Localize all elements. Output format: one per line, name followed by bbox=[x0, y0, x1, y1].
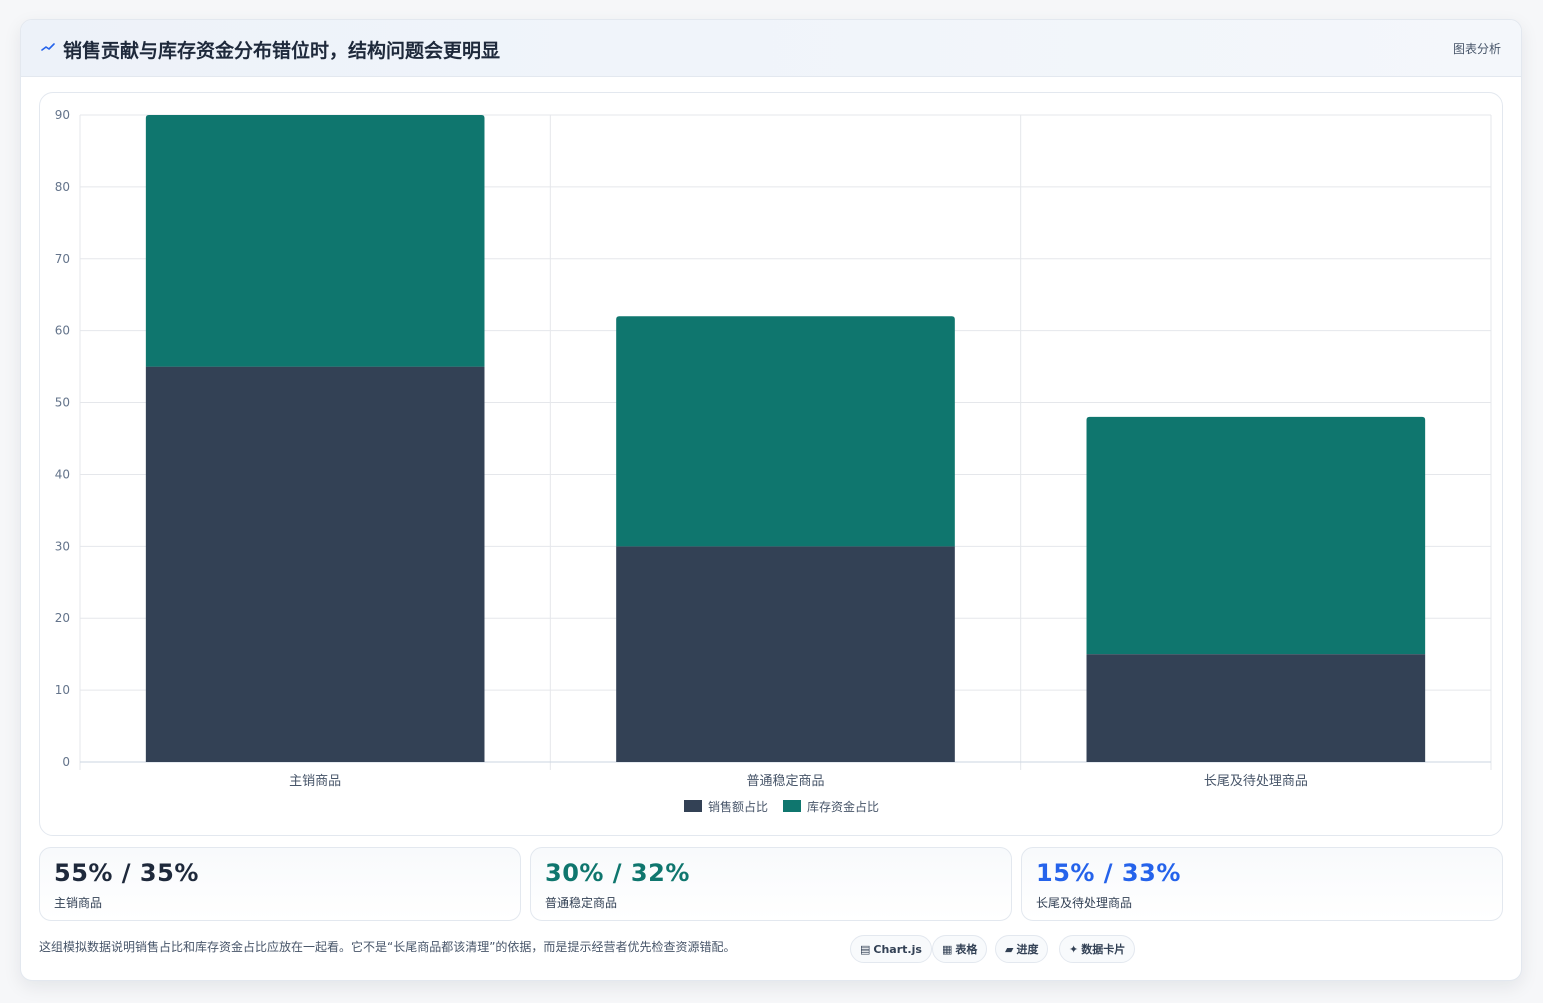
bar-segment-sales bbox=[145, 366, 485, 762]
stat-card-main: 55% / 35% 主销商品 bbox=[39, 847, 521, 921]
pill-progress[interactable]: ▰ 进度 bbox=[995, 935, 1049, 963]
y-tick-label: 80 bbox=[55, 180, 70, 194]
chart-panel: 0 10 20 30 40 50 60 70 80 90 主销商品 普通稳定商品 长尾及待处理商品销售额… bbox=[39, 92, 1503, 836]
chart-title: 销售贡献与库存资金分布错位时，结构问题会更明显 bbox=[63, 40, 501, 62]
stat-label: 普通稳定商品 bbox=[545, 896, 618, 910]
progress-icon: ▰ bbox=[1005, 943, 1014, 956]
footnote: 这组模拟数据说明销售占比和库存资金占比应放在一起看。它不是“长尾商品都该清理”的… bbox=[39, 940, 736, 954]
legend-swatch bbox=[783, 800, 801, 812]
y-tick-label: 60 bbox=[55, 324, 70, 338]
y-tick-label: 20 bbox=[55, 611, 70, 625]
stat-cards: 55% / 35% 主销商品 30% / 32% 普通稳定商品 15% / 33… bbox=[39, 847, 1503, 921]
sparkle-icon: ✦ bbox=[1069, 943, 1079, 956]
bar-segment-inventory bbox=[145, 115, 485, 367]
legend-label: 销售额占比 bbox=[708, 799, 768, 814]
pill-label: Chart.js bbox=[873, 943, 922, 956]
pill-table[interactable]: ▦ 表格 bbox=[932, 935, 988, 963]
pill-label: 进度 bbox=[1016, 943, 1039, 956]
bar-segment-inventory bbox=[1086, 416, 1426, 655]
x-tick-label: 主销商品 bbox=[289, 774, 341, 789]
x-tick-label: 长尾及待处理商品 bbox=[1204, 774, 1308, 789]
y-tick-label: 30 bbox=[55, 539, 70, 553]
stat-value: 15% / 33% bbox=[1036, 859, 1181, 887]
y-tick-label: 10 bbox=[55, 683, 70, 697]
stat-card-regular: 30% / 32% 普通稳定商品 bbox=[530, 847, 1012, 921]
stacked-bar-chart: 0 10 20 30 40 50 60 70 80 90 主销商品 普通稳定商品 长尾及待处理商品销售额… bbox=[55, 108, 1492, 814]
y-tick-label: 0 bbox=[62, 755, 70, 769]
pill-data-cards[interactable]: ✦ 数据卡片 bbox=[1059, 935, 1136, 963]
pill-label: 表格 bbox=[955, 943, 978, 956]
table-icon: ▦ bbox=[942, 943, 953, 956]
pill-chartjs[interactable]: ▤ Chart.js bbox=[850, 935, 932, 963]
legend-swatch bbox=[684, 800, 702, 812]
y-tick-label: 40 bbox=[55, 467, 70, 481]
stat-label: 主销商品 bbox=[54, 896, 103, 910]
x-tick-label: 普通稳定商品 bbox=[746, 773, 824, 789]
bar-segment-inventory bbox=[616, 316, 955, 547]
chart-card: 销售贡献与库存资金分布错位时，结构问题会更明显 图表分析 0 10 20 30 40 50… bbox=[20, 19, 1522, 981]
chart-icon: ▤ bbox=[860, 943, 871, 956]
stat-value: 55% / 35% bbox=[54, 859, 199, 887]
bar-segment-sales bbox=[616, 546, 955, 762]
y-tick-label: 90 bbox=[55, 108, 70, 122]
stat-value: 30% / 32% bbox=[545, 859, 690, 887]
trend-icon bbox=[41, 43, 55, 51]
card-header: 销售贡献与库存资金分布错位时，结构问题会更明显 图表分析 bbox=[21, 20, 1521, 77]
stat-card-longtail: 15% / 33% 长尾及待处理商品 bbox=[1021, 847, 1503, 921]
bar-segment-sales bbox=[1086, 654, 1426, 762]
chart-analysis-tag: 图表分析 bbox=[1452, 42, 1501, 56]
pill-label: 数据卡片 bbox=[1081, 943, 1126, 956]
y-tick-label: 70 bbox=[55, 252, 70, 266]
legend-label: 库存资金占比 bbox=[807, 799, 879, 814]
y-tick-label: 50 bbox=[55, 396, 70, 410]
stat-label: 长尾及待处理商品 bbox=[1036, 896, 1133, 910]
